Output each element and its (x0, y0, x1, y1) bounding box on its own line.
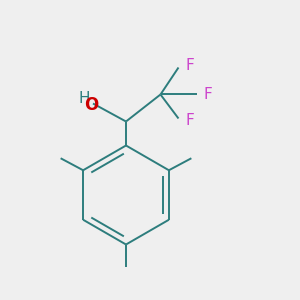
Text: F: F (185, 113, 194, 128)
Text: O: O (84, 96, 99, 114)
Text: F: F (185, 58, 194, 73)
Text: F: F (203, 87, 212, 102)
Text: H: H (79, 91, 90, 106)
